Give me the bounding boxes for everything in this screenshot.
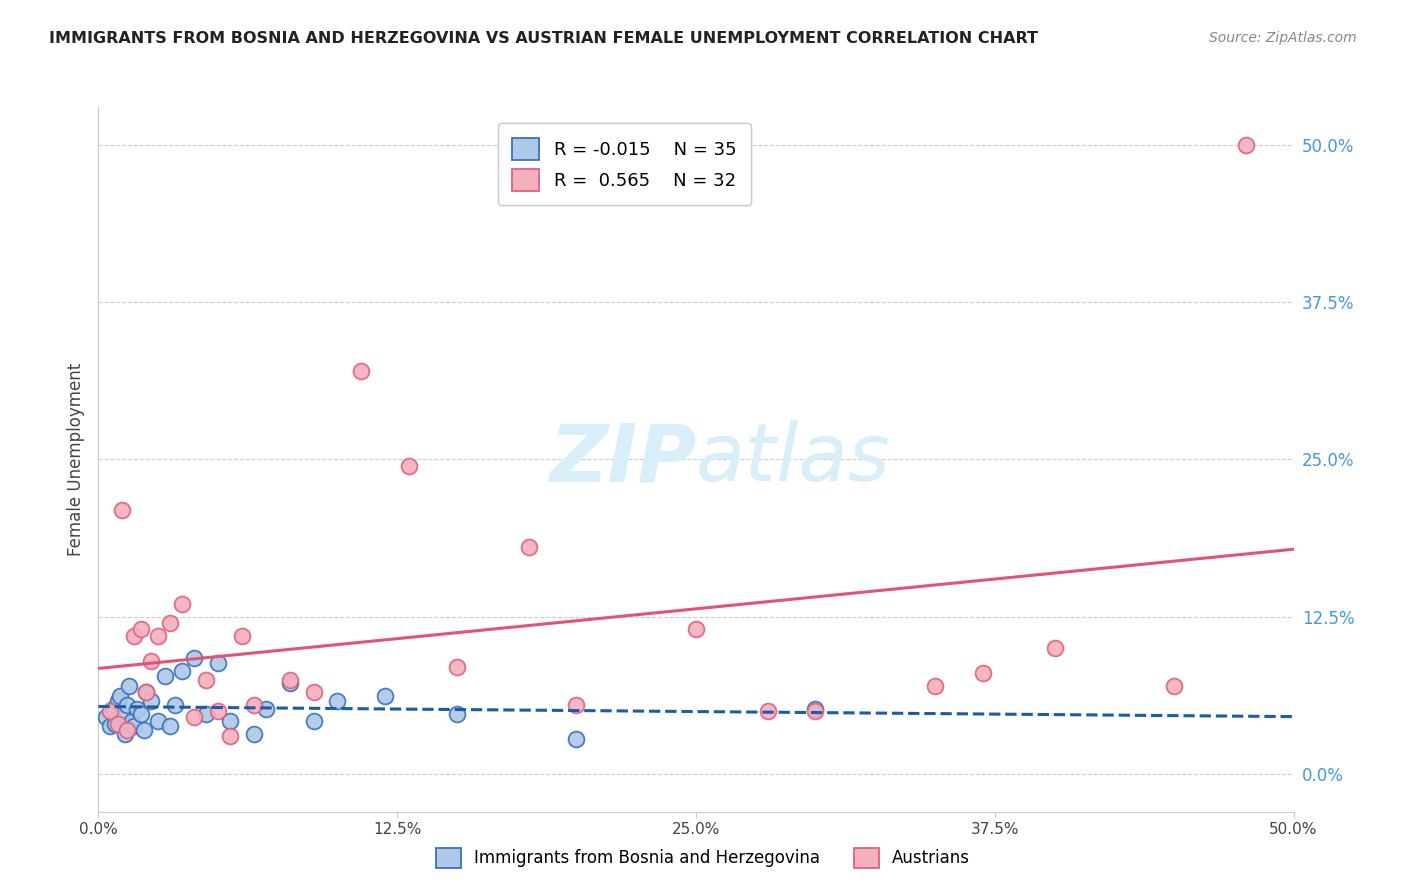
Point <box>278 673 301 687</box>
Point <box>148 714 170 728</box>
Point <box>115 723 138 737</box>
Point <box>94 710 117 724</box>
Point <box>125 701 148 715</box>
Point <box>565 698 588 712</box>
Point <box>219 729 242 743</box>
Text: Source: ZipAtlas.com: Source: ZipAtlas.com <box>1209 31 1357 45</box>
Point <box>131 706 153 721</box>
Point <box>278 676 301 690</box>
Point <box>302 685 325 699</box>
Point <box>124 719 146 733</box>
Point <box>118 679 141 693</box>
Point <box>111 502 134 516</box>
Point <box>972 666 994 681</box>
Point <box>517 541 540 555</box>
Point <box>107 694 129 708</box>
Point <box>756 704 779 718</box>
Point <box>148 629 170 643</box>
Point <box>121 714 143 728</box>
Point <box>446 706 468 721</box>
Point <box>183 651 205 665</box>
Point <box>132 723 155 737</box>
Point <box>139 654 162 668</box>
Y-axis label: Female Unemployment: Female Unemployment <box>66 363 84 556</box>
Legend: Immigrants from Bosnia and Herzegovina, Austrians: Immigrants from Bosnia and Herzegovina, … <box>429 841 977 875</box>
Point <box>243 698 266 712</box>
Point <box>804 704 827 718</box>
Point <box>685 622 707 636</box>
Point <box>163 698 186 712</box>
Point <box>139 694 162 708</box>
Point <box>98 719 122 733</box>
Point <box>207 704 229 718</box>
Point <box>98 704 122 718</box>
Point <box>114 727 136 741</box>
Point <box>924 679 946 693</box>
Text: IMMIGRANTS FROM BOSNIA AND HERZEGOVINA VS AUSTRIAN FEMALE UNEMPLOYMENT CORRELATI: IMMIGRANTS FROM BOSNIA AND HERZEGOVINA V… <box>49 31 1038 46</box>
Point <box>1234 137 1257 152</box>
Point <box>565 731 588 746</box>
Text: ZIP: ZIP <box>548 420 696 499</box>
Legend: R = -0.015    N = 35, R =  0.565    N = 32: R = -0.015 N = 35, R = 0.565 N = 32 <box>498 123 751 205</box>
Point <box>104 716 127 731</box>
Point <box>115 698 138 712</box>
Point <box>1163 679 1185 693</box>
Point <box>254 701 277 715</box>
Point <box>219 714 242 728</box>
Point <box>111 706 134 721</box>
Point <box>172 597 194 611</box>
Point <box>804 701 827 715</box>
Point <box>135 685 157 699</box>
Point <box>446 660 468 674</box>
Text: atlas: atlas <box>696 420 891 499</box>
Point <box>159 615 181 630</box>
Point <box>350 364 373 378</box>
Point <box>124 629 146 643</box>
Point <box>107 716 129 731</box>
Point <box>183 710 205 724</box>
Point <box>135 685 157 699</box>
Point <box>101 701 124 715</box>
Point <box>243 727 266 741</box>
Point <box>172 664 194 678</box>
Point <box>1043 641 1066 656</box>
Point <box>231 629 253 643</box>
Point <box>195 706 218 721</box>
Point <box>155 669 177 683</box>
Point <box>398 458 420 473</box>
Point <box>195 673 218 687</box>
Point <box>159 719 181 733</box>
Point <box>207 657 229 671</box>
Point <box>326 694 349 708</box>
Point <box>302 714 325 728</box>
Point <box>131 622 153 636</box>
Point <box>108 689 131 703</box>
Point <box>374 689 396 703</box>
